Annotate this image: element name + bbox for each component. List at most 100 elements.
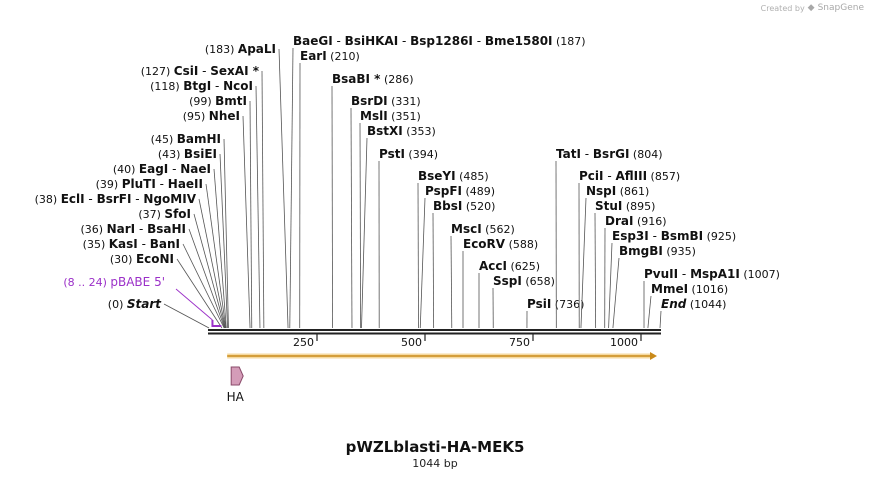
site-psti: PstI (394) [378, 147, 438, 329]
site-separator: - [168, 162, 180, 176]
site-msci: MscI (562) [450, 222, 515, 329]
site-sfoi: (37) SfoI [138, 207, 226, 329]
site-separator: - [473, 34, 485, 48]
site-number: (925) [703, 230, 736, 243]
site-label-acci: AccI (625) [479, 259, 540, 273]
site-label-mmei: MmeI (1016) [651, 282, 728, 296]
site-number: (935) [663, 245, 696, 258]
site-label-nspi: NspI (861) [586, 184, 649, 198]
site-name: KasI [109, 237, 138, 251]
site-name: BsaBI * [332, 72, 381, 86]
site-label-bmti: (99) BmtI [189, 94, 247, 108]
axis-tick-label: 250 [293, 336, 314, 349]
site-ecorv: EcoRV (588) [462, 237, 538, 329]
site-label-nhei: (95) NheI [183, 109, 240, 123]
site-separator: - [581, 147, 593, 161]
site-leader [331, 85, 333, 329]
site-name: Esp3I [612, 229, 649, 243]
plasmid-name: pWZLblasti-HA-MEK5 [345, 438, 525, 456]
site-separator: - [604, 169, 616, 183]
site-name: AflIII [615, 169, 647, 183]
site-name: NaeI [180, 162, 211, 176]
site-name: PvuII [644, 267, 678, 281]
site-name: TatI [556, 147, 581, 161]
primer-label: (8 .. 24) pBABE 5' [63, 275, 165, 289]
site-nari: (36) NarI - BsaHI [81, 222, 225, 329]
primer-leader [175, 288, 213, 321]
site-number: (351) [388, 110, 421, 123]
site-number: (353) [403, 125, 436, 138]
site-leader [182, 243, 225, 329]
site-leader [213, 168, 227, 329]
axis-ticks: 250 500 750 1000 [293, 334, 642, 349]
site-name: BmgBI [619, 244, 663, 258]
site-name: PluTI [122, 177, 156, 191]
site-kasi: (35) KasI - BanI [83, 237, 225, 329]
site-leader [255, 85, 261, 329]
site-tati: TatI - BsrGI (804) [555, 147, 663, 329]
site-pcii: PciI - AflIII (857) [578, 169, 680, 329]
site-bmgbi: BmgBI (935) [612, 244, 696, 329]
site-number: (331) [388, 95, 421, 108]
site-number: (43) [158, 148, 184, 161]
site-separator: - [649, 229, 661, 243]
sequence-backbone [208, 329, 661, 335]
site-name: BsaHI [147, 222, 186, 236]
primer-pbabe: (8 .. 24) pBABE 5' [63, 275, 222, 327]
site-bbsi: BbsI (520) [432, 199, 495, 329]
site-name: PstI [379, 147, 405, 161]
site-separator: - [131, 192, 143, 206]
site-label-eagi: (40) EagI - NaeI [113, 162, 211, 176]
site-stui: StuI (895) [594, 199, 655, 329]
site-number: (736) [551, 298, 584, 311]
site-label-bmgbi: BmgBI (935) [619, 244, 696, 258]
site-separator: - [198, 64, 210, 78]
site-label-pcii: PciI - AflIII (857) [579, 169, 680, 183]
site-name: NcoI [223, 79, 253, 93]
site-name: NgoMIV [143, 192, 196, 206]
site-label-esp3i: Esp3I - BsmBI (925) [612, 229, 736, 243]
site-number: (187) [553, 35, 586, 48]
site-pvuii: PvuII - MspA1I (1007) [643, 267, 780, 329]
site-name: MmeI [651, 282, 688, 296]
site-name: SexAI * [210, 64, 259, 78]
site-number: (40) [113, 163, 139, 176]
site-leader [176, 258, 223, 329]
site-label-psii: PsiI (736) [527, 297, 584, 311]
site-leader [659, 310, 662, 329]
site-name: EagI [139, 162, 168, 176]
site-label-pvuii: PvuII - MspA1I (1007) [644, 267, 780, 281]
site-label-bsrdi: BsrDI (331) [351, 94, 421, 108]
site-name: MscI [451, 222, 482, 236]
axis-tick-label: 500 [401, 336, 422, 349]
site-name: End [661, 297, 687, 311]
site-acci: AccI (625) [478, 259, 540, 329]
site-number: (99) [189, 95, 215, 108]
site-name: BmtI [215, 94, 247, 108]
site-leader [261, 70, 265, 329]
site-number: (37) [138, 208, 164, 221]
site-name: CsiI [174, 64, 199, 78]
site-leader [432, 212, 435, 329]
site-number: (625) [507, 260, 540, 273]
site-econi: (30) EcoNI [110, 252, 223, 329]
site-label-bstxi: BstXI (353) [367, 124, 436, 138]
site-leader [223, 138, 229, 329]
site-label-sfoi: (37) SfoI [138, 207, 191, 221]
site-esp3i: Esp3I - BsmBI (925) [608, 229, 736, 329]
site-label-econi: (30) EcoNI [110, 252, 174, 266]
site-leader [594, 212, 597, 329]
site-label-msli: MslI (351) [360, 109, 421, 123]
site-bamhi-group-183: (183) ApaLI [205, 42, 289, 329]
site-label-kasi: (35) KasI - BanI [83, 237, 180, 251]
site-number: (804) [629, 148, 662, 161]
site-sspi: SspI (658) [492, 274, 555, 329]
site-name: BsiHKAI [345, 34, 399, 48]
site-name: MslI [360, 109, 388, 123]
site-bamhi: (45) BamHI [151, 132, 229, 329]
site-name: Start [127, 297, 162, 311]
site-leader [647, 295, 652, 329]
site-name: AccI [479, 259, 507, 273]
site-end: End (1044) [659, 297, 726, 329]
